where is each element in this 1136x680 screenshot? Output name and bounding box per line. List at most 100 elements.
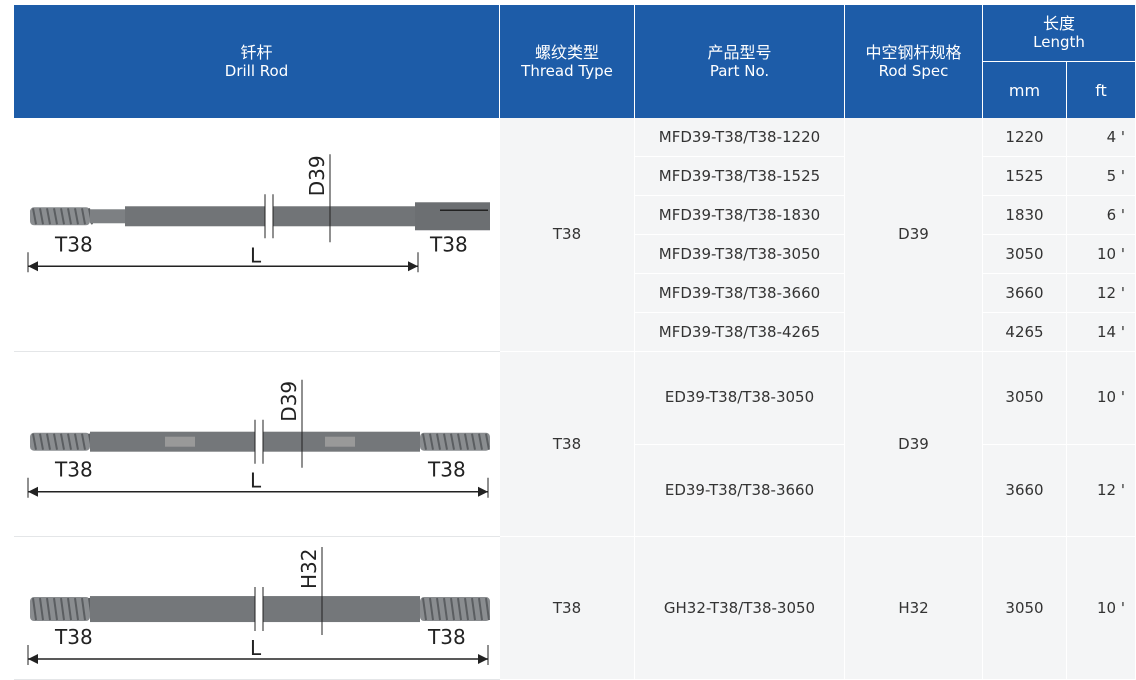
flat — [325, 436, 355, 447]
thread-ridge — [60, 433, 65, 450]
thread-ridge — [422, 597, 427, 621]
end-label: T38 — [54, 625, 93, 649]
thread-ridge — [422, 433, 427, 450]
header-cell: 产品型号 Part No. — [635, 5, 845, 118]
thread-ridge — [53, 597, 58, 621]
cell-text: T38 — [552, 434, 582, 453]
part-cell: MFD39-T38/T38-4265 — [635, 313, 845, 352]
ft-cell: 10 ' — [1067, 235, 1136, 274]
cell-text: D39 — [898, 434, 929, 453]
part-cell: MFD39-T38/T38-3050 — [635, 235, 845, 274]
break — [265, 196, 273, 237]
spec-cell: D39 — [845, 352, 983, 537]
cell-text: GH32-T38/T38-3050 — [663, 598, 816, 617]
thread-ridge — [32, 597, 37, 621]
mm-cell: 4265 — [983, 313, 1067, 352]
cell-text: 10 ' — [1097, 244, 1125, 263]
spec-cell: H32 — [845, 537, 983, 680]
cell-text: ft — [1095, 80, 1107, 100]
end-label: T38 — [54, 458, 93, 482]
thread-ridge — [74, 597, 79, 621]
part-cell: MFD39-T38/T38-3660 — [635, 274, 845, 313]
thread — [30, 432, 90, 451]
cell-text: 长度 — [1042, 14, 1075, 33]
thread-ridge — [67, 433, 72, 450]
cell-text: 螺纹类型 — [534, 42, 599, 62]
thread-ridge — [81, 208, 86, 225]
cell-text: 12 ' — [1097, 283, 1125, 302]
length-label: L — [250, 636, 262, 660]
cell-text: Rod Spec — [878, 61, 949, 80]
cell-text: 6 ' — [1106, 205, 1125, 224]
end-label: T38 — [54, 232, 93, 256]
thread-ridge — [46, 597, 51, 621]
header-cell: 长度 Length — [983, 5, 1136, 62]
cell-text: MFD39-T38/T38-4265 — [658, 322, 821, 341]
thread-ridge — [67, 208, 72, 225]
thread-ridge — [436, 597, 441, 621]
mm-cell: 3050 — [983, 235, 1067, 274]
thread-ridge — [53, 433, 58, 450]
end-label: T38 — [427, 625, 466, 649]
thread-ridge — [471, 433, 476, 450]
dimension-label: D39 — [277, 381, 301, 422]
thread-ridge — [46, 433, 51, 450]
part-cell: MFD39-T38/T38-1830 — [635, 196, 845, 235]
part-cell: MFD39-T38/T38-1220 — [635, 118, 845, 157]
cell-text: 3050 — [1005, 244, 1044, 263]
thread-ridge — [429, 433, 434, 450]
thread-ridge — [46, 208, 51, 225]
mm-cell: 3050 — [983, 352, 1067, 445]
cell-text: 4265 — [1005, 322, 1044, 341]
cell-text: 10 ' — [1097, 388, 1125, 407]
ft-cell: 14 ' — [1067, 313, 1136, 352]
thread-ridge — [443, 597, 448, 621]
cell-text: MFD39-T38/T38-3050 — [658, 244, 821, 263]
cell-text: MFD39-T38/T38-1220 — [658, 127, 821, 146]
rod-body — [90, 209, 125, 224]
break — [255, 589, 263, 630]
thread-ridge — [67, 597, 72, 621]
thread-ridge — [74, 433, 79, 450]
header-cell: mm — [983, 62, 1067, 118]
mm-cell: 3660 — [983, 274, 1067, 313]
part-cell: GH32-T38/T38-3050 — [635, 537, 845, 680]
cell-text: mm — [1008, 80, 1041, 100]
ft-cell: 10 ' — [1067, 537, 1136, 680]
cell-text: 10 ' — [1097, 598, 1125, 617]
spec-cell: D39 — [845, 118, 983, 352]
thread-ridge — [32, 433, 37, 450]
cell-text: 中空钢杆规格 — [865, 42, 962, 62]
end-label: T38 — [427, 458, 466, 482]
cell-text: 3660 — [1005, 283, 1044, 302]
thread-ridge — [464, 433, 469, 450]
mm-cell: 3660 — [983, 444, 1067, 537]
thread-cell: T38 — [500, 352, 635, 537]
thread-ridge — [39, 208, 44, 225]
length-label: L — [250, 243, 262, 267]
thread-ridge — [53, 208, 58, 225]
mm-cell: 3050 — [983, 537, 1067, 680]
ft-cell: 6 ' — [1067, 196, 1136, 235]
break — [255, 421, 263, 462]
end-label: T38 — [429, 232, 468, 256]
drawing-cell — [14, 118, 500, 352]
thread-ridge — [39, 433, 44, 450]
coupling — [415, 202, 490, 231]
cell-text: MFD39-T38/T38-1525 — [658, 166, 821, 185]
dimension-label: D39 — [305, 155, 329, 196]
thread-ridge — [457, 597, 462, 621]
cell-text: 12 ' — [1097, 480, 1125, 499]
thread-ridge — [478, 433, 483, 450]
cell-text: 3050 — [1005, 598, 1044, 617]
header-cell: ft — [1067, 62, 1136, 118]
cell-text: Part No. — [709, 61, 770, 80]
thread-ridge — [60, 597, 65, 621]
thread-ridge — [471, 597, 476, 621]
cell-text: 产品型号 — [707, 42, 772, 62]
cell-text: D39 — [898, 225, 929, 243]
cell-text: 3660 — [1005, 480, 1044, 499]
thread-ridge — [443, 433, 448, 450]
cell-text: 4 ' — [1106, 127, 1125, 146]
flat — [165, 436, 195, 447]
